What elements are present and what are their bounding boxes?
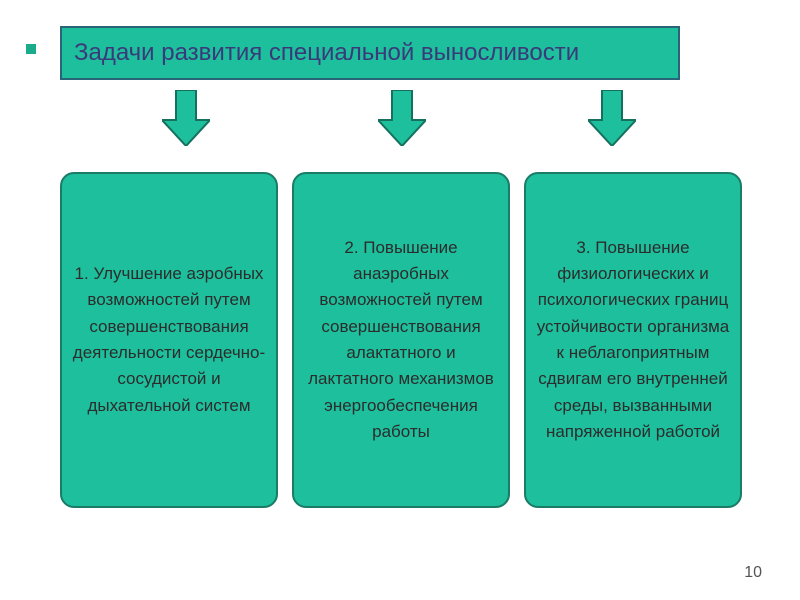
arrows-row — [0, 90, 800, 160]
card-2: 2. Повышение анаэробных возможностей пут… — [292, 172, 510, 508]
slide: Задачи развития специальной выносливости… — [0, 0, 800, 600]
accent-square — [26, 44, 36, 54]
card-text: 1. Улучшение аэробных возможностей путем… — [70, 261, 268, 419]
arrow-down-icon — [378, 90, 426, 146]
card-1: 1. Улучшение аэробных возможностей путем… — [60, 172, 278, 508]
title-text: Задачи развития специальной выносливости — [74, 39, 579, 67]
card-text: 3. Повышение физиологических и психологи… — [534, 235, 732, 446]
card-text: 2. Повышение анаэробных возможностей пут… — [302, 235, 500, 446]
page-number: 10 — [744, 564, 762, 582]
arrow-down-icon — [588, 90, 636, 146]
arrow-down-icon — [162, 90, 210, 146]
title-box: Задачи развития специальной выносливости — [60, 26, 680, 80]
card-3: 3. Повышение физиологических и психологи… — [524, 172, 742, 508]
